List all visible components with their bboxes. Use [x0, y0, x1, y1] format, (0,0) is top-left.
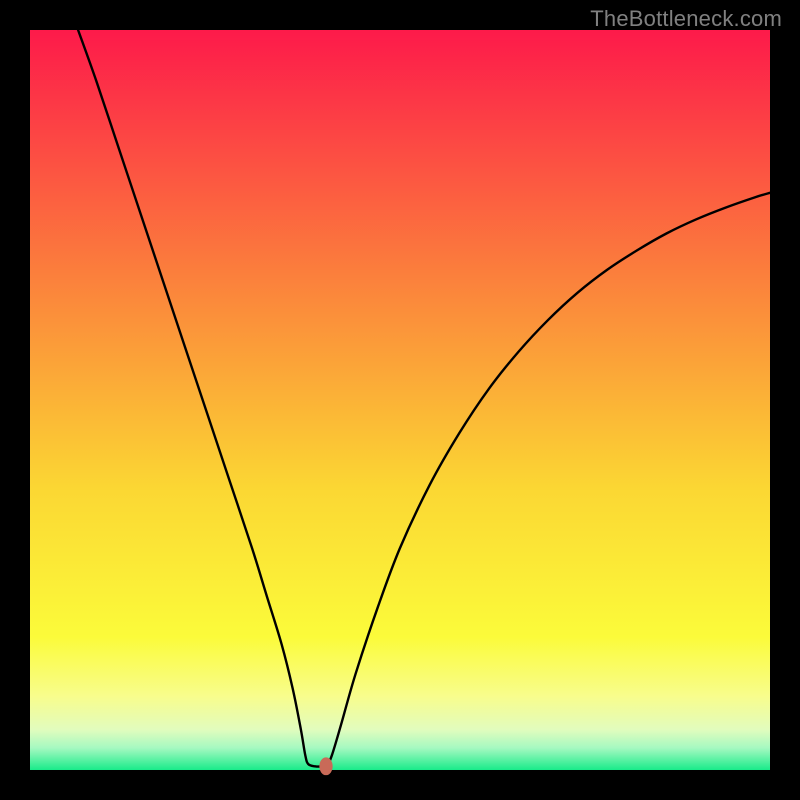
chart-svg [0, 0, 800, 800]
bottleneck-curve [78, 30, 770, 767]
chart-container: TheBottleneck.com [0, 0, 800, 800]
watermark-text: TheBottleneck.com [590, 6, 782, 32]
optimum-marker [319, 757, 332, 775]
